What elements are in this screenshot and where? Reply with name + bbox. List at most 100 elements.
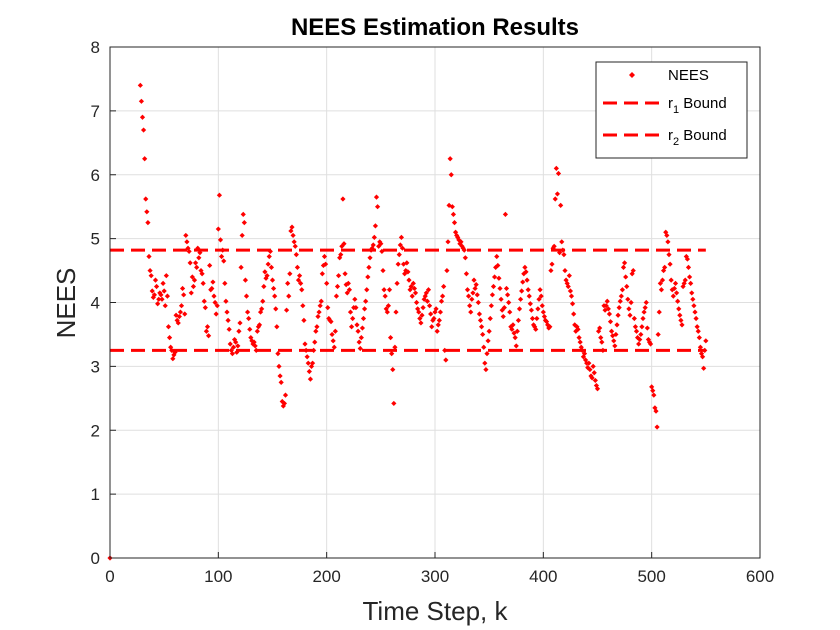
nees-point — [473, 282, 479, 288]
nees-point — [482, 360, 488, 366]
nees-point — [369, 245, 375, 251]
nees-point — [476, 311, 483, 317]
x-tick-label: 100 — [204, 567, 232, 586]
nees-point — [434, 328, 440, 334]
nees-point — [643, 299, 649, 306]
nees-point — [343, 282, 349, 288]
nees-point — [365, 274, 371, 280]
nees-point — [241, 220, 247, 226]
nees-point — [273, 306, 279, 312]
nees-point — [335, 273, 342, 279]
nees-point — [179, 285, 186, 292]
nees-point — [620, 264, 627, 270]
nees-point — [457, 241, 463, 247]
nees-point — [337, 255, 343, 261]
nees-point — [421, 296, 427, 302]
nees-point — [341, 241, 347, 247]
legend-r1-sub: 1 — [673, 104, 679, 116]
nees-point — [645, 336, 652, 343]
nees-point — [671, 285, 678, 292]
nees-point — [416, 309, 422, 315]
nees-point — [309, 360, 316, 366]
nees-point — [582, 357, 589, 363]
nees-point — [231, 336, 238, 343]
nees-point — [382, 293, 388, 299]
nees-point — [395, 261, 401, 267]
nees-point — [195, 245, 201, 251]
nees-point — [322, 261, 329, 267]
legend-r2-label: r2 Bound — [668, 127, 727, 148]
nees-point — [350, 315, 356, 322]
nees-point — [529, 315, 536, 322]
nees-point — [240, 211, 246, 217]
nees-point — [380, 267, 386, 274]
nees-point — [566, 273, 572, 279]
nees-point — [468, 309, 474, 315]
nees-point — [374, 204, 381, 210]
nees-point — [345, 280, 351, 286]
nees-point — [251, 339, 257, 345]
nees-point — [252, 343, 258, 349]
nees-point — [600, 347, 606, 354]
nees-point — [426, 303, 433, 309]
nees-point — [161, 288, 167, 294]
nees-point — [556, 250, 563, 256]
nees-point — [460, 245, 466, 251]
nees-point — [307, 376, 314, 382]
nees-point — [684, 256, 691, 262]
nees-point — [639, 324, 645, 330]
nees-point — [607, 319, 614, 325]
nees-point — [196, 255, 202, 261]
nees-point — [190, 283, 197, 290]
nees-point — [439, 293, 446, 299]
nees-point — [631, 315, 637, 322]
nees-point — [526, 293, 532, 299]
nees-point — [536, 296, 542, 302]
nees-point — [672, 280, 679, 286]
nees-point — [550, 245, 556, 251]
nees-point — [347, 309, 354, 315]
nees-point — [423, 290, 429, 296]
nees-point — [467, 303, 473, 309]
nees-point — [697, 344, 704, 350]
chart-title: NEES Estimation Results — [291, 14, 579, 41]
nees-point — [475, 299, 481, 306]
nees-point — [433, 306, 439, 312]
nees-point — [494, 253, 500, 260]
nees-point — [598, 335, 604, 341]
x-tick-label: 400 — [529, 567, 557, 586]
nees-point — [451, 220, 458, 226]
nees-point — [248, 335, 254, 341]
nees-point — [667, 261, 673, 267]
nees-point — [197, 250, 203, 256]
nees-point — [211, 293, 217, 299]
nees-point — [613, 331, 619, 338]
nees-point — [267, 248, 273, 254]
nees-point — [321, 253, 328, 260]
nees-point — [295, 277, 302, 283]
nees-point — [384, 309, 390, 315]
nees-point — [578, 344, 584, 350]
legend-nees-marker — [629, 72, 635, 78]
nees-point — [448, 172, 454, 178]
nees-point — [462, 255, 468, 261]
nees-point — [181, 292, 187, 298]
nees-point — [162, 303, 168, 309]
nees-point — [281, 400, 288, 407]
nees-point — [226, 326, 232, 332]
nees-point — [372, 223, 379, 229]
nees-point — [387, 335, 394, 341]
nees-point — [320, 262, 327, 269]
nees-point — [581, 351, 588, 357]
nees-point — [543, 319, 550, 325]
nees-point — [311, 347, 317, 354]
nees-point — [443, 357, 449, 363]
nees-point — [329, 331, 335, 338]
nees-point — [575, 326, 581, 332]
nees-point — [579, 347, 585, 354]
nees-point — [538, 293, 544, 299]
nees-point — [223, 298, 229, 304]
nees-point — [314, 324, 320, 330]
nees-point — [565, 283, 571, 290]
nees-point — [187, 260, 193, 266]
